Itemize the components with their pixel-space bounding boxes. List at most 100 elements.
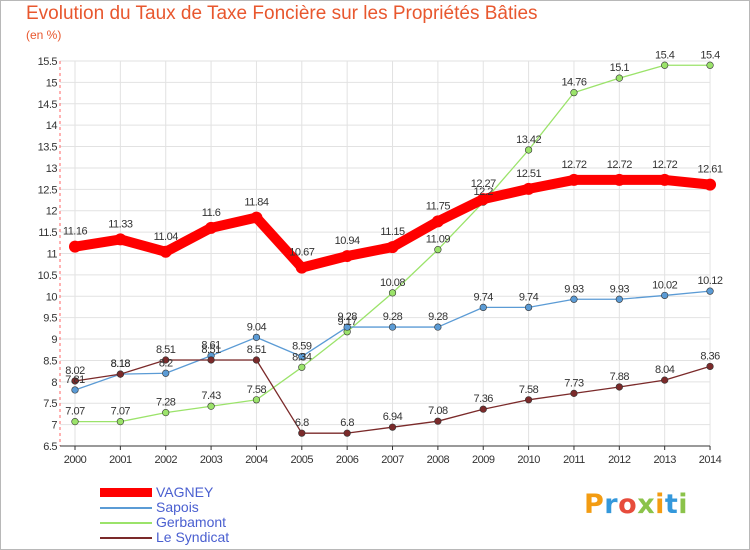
data-label-gerbamont: 11.09 — [426, 234, 451, 246]
legend-label-gerbamont: Gerbamont — [156, 514, 227, 530]
data-point-sapois — [162, 369, 170, 377]
data-point-sapois — [479, 303, 487, 312]
data-label-vagney: 10.67 — [289, 247, 314, 259]
legend-label-le-syndicat: Le Syndicat — [156, 529, 230, 545]
data-point-le-syndicat — [298, 429, 306, 437]
data-label-vagney: 10.94 — [335, 235, 360, 247]
x-tick-label: 2002 — [154, 454, 177, 466]
data-point-gerbamont — [706, 61, 714, 69]
y-tick-label: 11.5 — [38, 227, 57, 239]
data-point-vagney — [250, 211, 263, 224]
x-tick-label: 2012 — [608, 454, 631, 466]
data-point-vagney — [431, 215, 444, 228]
data-label-le-syndicat: 8.51 — [247, 344, 267, 356]
data-label-gerbamont: 7.58 — [247, 384, 267, 396]
y-tick-label: 12.5 — [38, 184, 58, 196]
y-tick-label: 10 — [46, 291, 58, 303]
x-tick-label: 2007 — [381, 454, 404, 466]
data-point-vagney — [658, 173, 671, 186]
data-label-gerbamont: 7.43 — [201, 390, 221, 402]
data-label-vagney: 12.27 — [471, 178, 496, 190]
data-point-le-syndicat — [388, 423, 397, 431]
y-tick-label: 8 — [51, 377, 57, 389]
legend-item-le-syndicat: Le Syndicat — [100, 529, 300, 545]
data-label-le-syndicat: 8.36 — [700, 350, 720, 362]
data-label-sapois: 9.28 — [383, 311, 403, 323]
data-label-le-syndicat: 8.02 — [65, 365, 85, 377]
y-tick-label: 8.5 — [43, 355, 57, 367]
data-point-gerbamont — [388, 289, 397, 297]
data-point-le-syndicat — [434, 417, 442, 425]
data-point-sapois — [298, 352, 306, 361]
x-tick-label: 2009 — [472, 454, 495, 466]
data-label-sapois: 8.18 — [111, 358, 131, 370]
x-tick-label: 2011 — [563, 454, 585, 466]
data-label-vagney: 11.75 — [426, 200, 451, 212]
data-point-gerbamont — [252, 396, 261, 404]
data-point-gerbamont — [71, 418, 79, 426]
data-label-le-syndicat: 7.73 — [564, 377, 584, 389]
y-tick-label: 15 — [46, 77, 58, 89]
data-label-sapois: 9.28 — [428, 311, 448, 323]
y-tick-label: 15.5 — [38, 56, 58, 68]
y-tick-label: 9.5 — [43, 313, 57, 325]
legend-item-vagney: VAGNEY — [100, 484, 300, 500]
data-label-sapois: 10.12 — [698, 275, 723, 287]
data-point-sapois — [252, 333, 261, 341]
data-point-gerbamont — [615, 74, 623, 82]
data-label-vagney: 12.72 — [652, 159, 677, 171]
data-label-le-syndicat: 6.8 — [340, 417, 354, 429]
data-label-sapois: 9.28 — [337, 311, 357, 323]
logo-letter: x — [637, 489, 656, 520]
legend: VAGNEY Sapois Gerbamont Le Syndicat — [100, 484, 300, 545]
data-label-sapois: 8.2 — [159, 357, 173, 369]
data-label-vagney: 11.6 — [202, 207, 221, 219]
data-label-gerbamont: 9.17 — [337, 316, 357, 328]
unit-label: (en %) — [26, 28, 62, 42]
data-label-gerbamont: 13.42 — [516, 134, 541, 146]
data-point-vagney — [567, 173, 580, 186]
data-point-le-syndicat — [71, 377, 79, 385]
data-label-vagney: 11.16 — [63, 226, 88, 238]
data-point-le-syndicat — [615, 383, 623, 391]
data-label-vagney: 12.72 — [561, 159, 586, 171]
y-tick-label: 7 — [51, 420, 57, 432]
data-label-le-syndicat: 6.8 — [295, 417, 309, 429]
data-point-gerbamont — [434, 246, 442, 254]
x-tick-label: 2000 — [64, 454, 87, 466]
data-label-gerbamont: 15.4 — [655, 49, 675, 61]
data-point-le-syndicat — [116, 370, 124, 378]
data-label-le-syndicat: 8.04 — [655, 364, 675, 376]
x-tick-label: 2006 — [336, 454, 359, 466]
data-label-le-syndicat: 8.51 — [201, 344, 221, 356]
data-point-gerbamont — [207, 402, 215, 410]
data-point-le-syndicat — [343, 429, 351, 437]
legend-label-sapois: Sapois — [156, 499, 199, 515]
data-label-vagney: 11.84 — [244, 197, 269, 209]
y-tick-label: 6.5 — [43, 441, 57, 453]
data-point-le-syndicat — [524, 396, 533, 404]
x-tick-label: 2010 — [517, 454, 540, 466]
data-label-sapois: 9.74 — [474, 291, 494, 303]
data-point-sapois — [570, 295, 578, 303]
logo-letter: P — [584, 489, 605, 520]
logo-letter: o — [618, 489, 638, 520]
data-label-vagney: 12.51 — [516, 168, 541, 180]
data-point-gerbamont — [298, 363, 306, 371]
y-tick-label: 11 — [47, 249, 58, 261]
data-point-le-syndicat — [252, 356, 261, 364]
data-label-gerbamont: 15.4 — [700, 49, 720, 61]
legend-swatch-gerbamont — [100, 522, 152, 524]
logo-letter: i — [678, 489, 689, 520]
data-label-gerbamont: 8.34 — [292, 351, 312, 363]
data-point-gerbamont — [162, 409, 170, 417]
y-tick-label: 14.5 — [38, 99, 58, 111]
data-point-sapois — [706, 287, 714, 295]
data-point-vagney — [295, 261, 308, 274]
data-label-vagney: 11.33 — [108, 218, 133, 230]
legend-swatch-sapois — [100, 507, 152, 509]
logo-letter: t — [664, 489, 679, 520]
data-point-sapois — [661, 291, 669, 300]
data-label-sapois: 9.74 — [519, 291, 539, 303]
